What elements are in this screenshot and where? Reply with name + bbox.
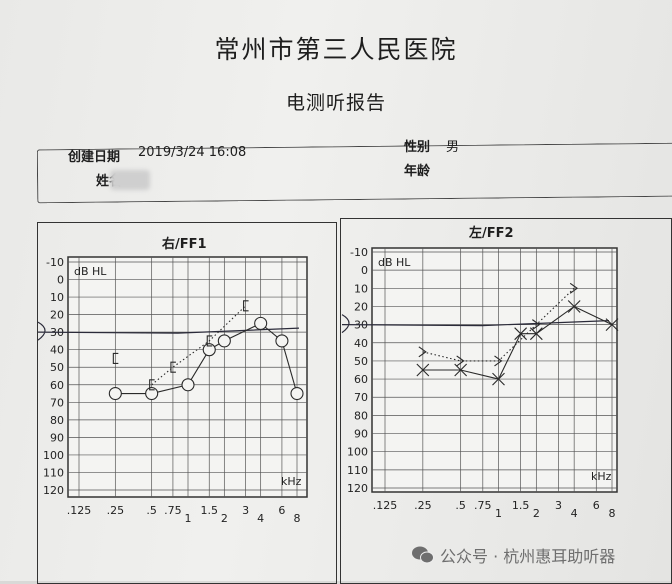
circle-marker [181, 378, 195, 392]
cross-marker [567, 300, 581, 313]
circle-marker [290, 386, 304, 401]
x-tick-label: 2 [533, 507, 540, 520]
x-axis-label: kHz [281, 475, 302, 488]
x-tick-label: 2 [221, 512, 228, 525]
x-tick-label: .5 [455, 499, 466, 512]
y-axis-label: dB HL [74, 265, 107, 278]
y-tick-label: 0 [361, 264, 368, 277]
circle-marker [275, 334, 289, 348]
hand-drawn-line [37, 321, 300, 341]
x-tick-label: .75 [474, 499, 492, 512]
cross-marker [454, 363, 468, 377]
y-tick-label: 90 [354, 428, 368, 441]
x-tick-label: 3 [555, 499, 562, 512]
x-tick-label: .125 [373, 499, 398, 512]
y-tick-label: 60 [354, 373, 368, 386]
y-tick-label: 70 [354, 391, 368, 404]
circle-marker [108, 386, 122, 401]
series-line [422, 287, 575, 362]
date-value: 2019/3/24 16:08 [138, 145, 247, 160]
x-tick-label: 6 [593, 499, 600, 512]
bracket-marker [170, 361, 176, 373]
age-label: 年龄 [404, 164, 431, 179]
y-tick-label: 60 [50, 379, 64, 392]
y-tick-label: -10 [46, 256, 64, 269]
x-tick-label: .25 [414, 499, 432, 512]
y-tick-label: 40 [354, 337, 368, 350]
name-redacted [110, 170, 150, 190]
x-tick-label: 3 [242, 504, 249, 517]
x-tick-label: 4 [571, 507, 578, 520]
x-axis-label: kHz [591, 470, 612, 483]
right-chart-title: 右/FF1 [162, 237, 207, 252]
cross-marker [529, 327, 543, 341]
circle-marker [145, 386, 159, 401]
hospital-title: 常州市第三人民医院 [214, 35, 458, 64]
cross-marker [605, 318, 619, 332]
y-tick-label: 40 [50, 344, 64, 357]
y-tick-label: 80 [50, 414, 64, 427]
y-tick-label: 120 [43, 484, 64, 497]
circle-marker [202, 343, 216, 357]
chevron-marker [456, 355, 465, 367]
x-tick-label: 1 [185, 512, 192, 525]
y-tick-label: 10 [354, 282, 368, 295]
y-tick-label: 110 [43, 466, 64, 479]
y-axis-label: dB HL [378, 256, 411, 269]
x-tick-label: 6 [278, 504, 285, 517]
bracket-marker [243, 300, 249, 312]
y-tick-label: 50 [354, 355, 368, 368]
y-tick-label: 80 [354, 409, 368, 422]
chevron-marker [532, 319, 541, 331]
left-chart-title: 左/FF2 [469, 226, 514, 241]
y-tick-label: 100 [347, 446, 368, 459]
y-tick-label: -10 [350, 246, 368, 259]
y-tick-label: 0 [57, 274, 64, 287]
cross-marker [492, 372, 505, 386]
x-tick-label: .125 [67, 504, 92, 517]
x-tick-label: 8 [294, 512, 301, 525]
y-tick-label: 90 [50, 431, 64, 444]
plot-area [67, 256, 308, 498]
bracket-marker [112, 352, 119, 365]
x-tick-label: .25 [107, 504, 125, 517]
x-tick-label: 8 [609, 507, 616, 520]
y-tick-label: 120 [347, 482, 368, 495]
y-tick-label: 110 [347, 464, 368, 477]
cross-marker [514, 327, 528, 341]
y-tick-label: 20 [354, 300, 368, 313]
chevron-marker [569, 282, 579, 294]
bracket-marker [206, 335, 213, 347]
hand-drawn-line [341, 314, 610, 334]
wechat-icon [412, 546, 434, 564]
chevron-marker [494, 355, 503, 367]
y-tick-label: 100 [43, 449, 64, 462]
cross-marker [416, 363, 430, 377]
date-label: 创建日期 [68, 150, 121, 165]
y-tick-label: 10 [50, 291, 64, 304]
x-tick-label: .75 [164, 504, 182, 517]
y-tick-label: 20 [50, 309, 64, 322]
watermark: 公众号 · 杭州惠耳助听器 [412, 543, 615, 567]
sex-value: 男 [446, 140, 460, 155]
sex-label: 性别 [404, 140, 431, 155]
x-tick-label: 1.5 [512, 499, 530, 512]
y-tick-label: 50 [50, 361, 64, 374]
circle-marker [254, 316, 268, 330]
x-tick-label: .5 [146, 504, 157, 517]
x-tick-label: 1.5 [201, 504, 219, 517]
watermark-text: 公众号 · 杭州惠耳助听器 [440, 547, 616, 566]
x-tick-label: 4 [257, 512, 264, 525]
y-tick-label: 70 [50, 396, 64, 409]
report-title: 电测听报告 [285, 92, 386, 114]
circle-marker [217, 334, 231, 348]
bracket-marker [149, 379, 155, 391]
x-tick-label: 1 [495, 507, 502, 520]
plot-area [371, 247, 618, 493]
chevron-marker [418, 346, 427, 358]
